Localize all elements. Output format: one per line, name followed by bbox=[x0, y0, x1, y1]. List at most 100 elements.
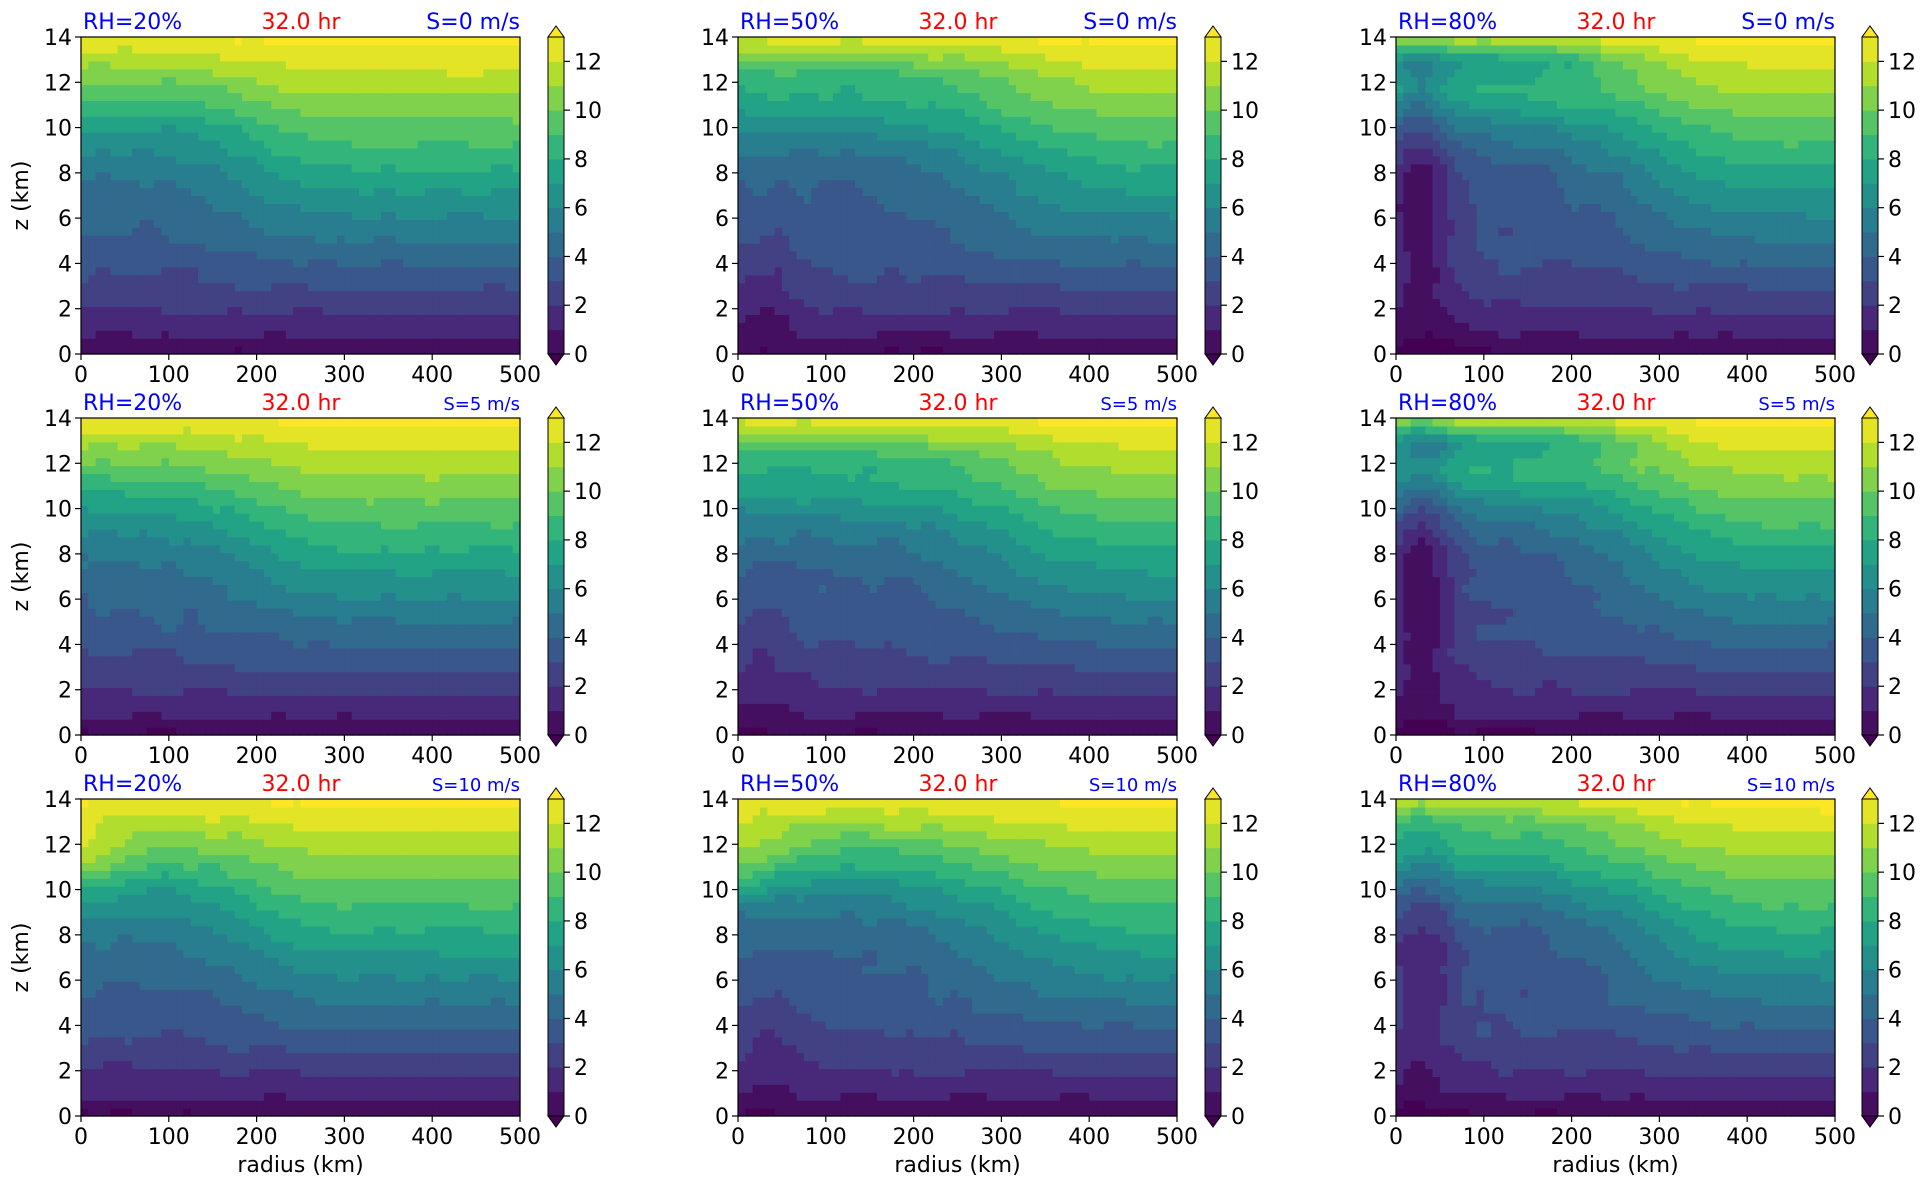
heatmap-cell bbox=[1052, 187, 1061, 197]
heatmap-cell bbox=[942, 37, 951, 46]
heatmap-cell bbox=[796, 250, 805, 260]
heatmap-cell bbox=[263, 306, 272, 315]
heatmap-cell bbox=[811, 44, 820, 54]
heatmap-cell bbox=[979, 37, 988, 46]
heatmap-cell bbox=[490, 187, 499, 197]
heatmap-cell bbox=[205, 282, 214, 292]
heatmap-cell bbox=[986, 219, 995, 228]
heatmap-cell bbox=[957, 116, 966, 125]
heatmap-cell bbox=[1162, 235, 1171, 244]
y-tick-label: 6 bbox=[715, 207, 729, 232]
heatmap-cell bbox=[490, 171, 499, 181]
heatmap-cell bbox=[1037, 76, 1046, 86]
heatmap-cell bbox=[869, 76, 878, 86]
heatmap-cell bbox=[300, 60, 309, 70]
heatmap-cell bbox=[263, 266, 272, 276]
heatmap-cell bbox=[424, 68, 433, 78]
heatmap-cell bbox=[847, 235, 856, 244]
heatmap-cell bbox=[994, 250, 1002, 260]
heatmap-cell bbox=[498, 187, 506, 197]
heatmap-cell bbox=[891, 330, 900, 339]
heatmap-cell bbox=[1045, 163, 1054, 173]
heatmap-cell bbox=[395, 140, 404, 149]
heatmap-cell bbox=[227, 219, 236, 228]
heatmap-cell bbox=[1162, 155, 1171, 165]
heatmap-cell bbox=[285, 290, 294, 300]
heatmap-cell bbox=[1074, 92, 1083, 102]
heatmap-cell bbox=[483, 258, 492, 268]
heatmap-cell bbox=[183, 68, 192, 78]
heatmap-cell bbox=[402, 298, 411, 308]
heatmap-cell bbox=[293, 282, 302, 292]
heatmap-cell bbox=[818, 108, 827, 117]
heatmap-cell bbox=[344, 52, 353, 62]
heatmap-cell bbox=[410, 330, 419, 339]
heatmap-cell bbox=[818, 314, 827, 323]
heatmap-cell bbox=[417, 116, 426, 125]
heatmap-cell bbox=[833, 37, 842, 46]
heatmap-cell bbox=[825, 282, 834, 292]
heatmap-cell bbox=[190, 132, 199, 141]
heatmap-cell bbox=[840, 243, 849, 252]
heatmap-cell bbox=[432, 44, 441, 54]
heatmap-cell bbox=[432, 116, 441, 125]
heatmap-cell bbox=[913, 60, 922, 70]
heatmap-cell bbox=[454, 171, 463, 181]
heatmap-cell bbox=[979, 187, 988, 197]
heatmap-cell bbox=[278, 155, 287, 165]
heatmap-cell bbox=[483, 140, 492, 149]
heatmap-cell bbox=[928, 346, 937, 355]
heatmap-cell bbox=[862, 187, 871, 197]
heatmap-cell bbox=[220, 68, 228, 78]
heatmap-cell bbox=[168, 298, 177, 308]
heatmap-cell bbox=[1155, 266, 1163, 276]
heatmap-cell bbox=[847, 290, 856, 300]
heatmap-cell bbox=[979, 108, 988, 117]
heatmap-cell bbox=[1133, 282, 1142, 292]
heatmap-cell bbox=[920, 37, 929, 46]
heatmap-cell bbox=[102, 235, 111, 244]
heatmap-cell bbox=[1813, 346, 1821, 355]
heatmap-cell bbox=[928, 330, 937, 339]
heatmap-cell bbox=[395, 314, 404, 323]
heatmap-cell bbox=[249, 346, 258, 355]
heatmap-cell bbox=[344, 266, 353, 276]
heatmap-cell bbox=[454, 155, 463, 165]
heatmap-cell bbox=[833, 44, 842, 54]
heatmap-cell bbox=[271, 266, 280, 276]
heatmap-cell bbox=[1059, 314, 1068, 323]
heatmap-cell bbox=[847, 147, 856, 157]
heatmap-cell bbox=[1571, 346, 1580, 355]
heatmap-cell bbox=[139, 84, 148, 94]
heatmap-cell bbox=[825, 250, 834, 260]
heatmap-cell bbox=[351, 108, 360, 117]
heatmap-cell bbox=[759, 155, 768, 165]
heatmap-cell bbox=[738, 171, 746, 181]
heatmap-cell bbox=[432, 338, 441, 347]
heatmap-cell bbox=[1030, 44, 1039, 54]
heatmap-cell bbox=[183, 250, 192, 260]
heatmap-cell bbox=[920, 68, 929, 78]
heatmap-cell bbox=[402, 306, 411, 315]
heatmap-cell bbox=[818, 243, 827, 252]
heatmap-cell bbox=[950, 338, 959, 347]
heatmap-cell bbox=[913, 108, 922, 117]
heatmap-cell bbox=[498, 314, 506, 323]
heatmap-cell bbox=[1162, 179, 1171, 189]
heatmap-cell bbox=[1089, 274, 1098, 284]
heatmap-cell bbox=[1118, 132, 1127, 141]
heatmap-cell bbox=[446, 92, 455, 102]
heatmap-cell bbox=[789, 171, 798, 181]
heatmap-cell bbox=[942, 147, 951, 157]
heatmap-cell bbox=[1089, 68, 1098, 78]
heatmap-cell bbox=[256, 37, 265, 46]
heatmap-cell bbox=[95, 100, 104, 109]
heatmap-cell bbox=[738, 314, 746, 323]
heatmap-cell bbox=[1096, 250, 1105, 260]
heatmap-cell bbox=[110, 203, 119, 212]
heatmap-cell bbox=[395, 195, 404, 205]
heatmap-cell bbox=[781, 132, 790, 141]
heatmap-cell bbox=[388, 116, 397, 125]
heatmap-cell bbox=[1111, 140, 1120, 149]
heatmap-cell bbox=[117, 76, 126, 86]
